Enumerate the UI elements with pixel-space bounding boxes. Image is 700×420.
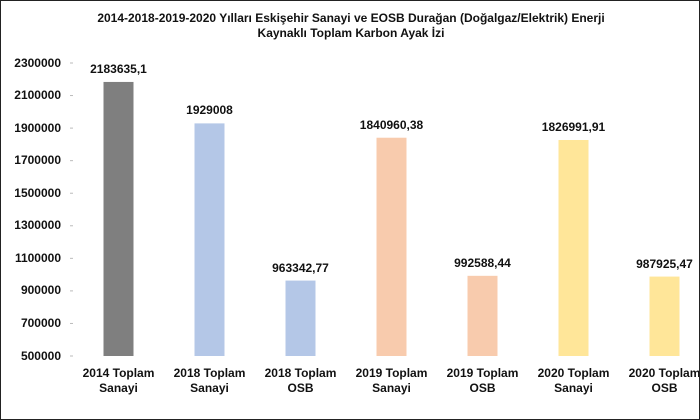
value-label: 987925,47	[636, 256, 693, 271]
x-tick-label: 2018 Toplam Sanayi	[173, 366, 246, 395]
y-tick-label: 1900000	[14, 120, 61, 135]
bar	[467, 275, 498, 356]
y-tick-label: 1100000	[14, 250, 61, 265]
bar	[103, 81, 134, 356]
value-label: 1826991,91	[541, 119, 606, 134]
value-label: 1929008	[186, 103, 233, 118]
y-tick-label: 1500000	[14, 185, 61, 200]
y-tick-label: 700000	[20, 315, 61, 330]
bar	[376, 137, 407, 356]
x-tick-label: 2019 Toplam OSB	[446, 366, 519, 395]
value-label: 1840960,38	[359, 117, 424, 132]
x-tick-label: 2014 Toplam Sanayi	[82, 366, 155, 395]
bar	[194, 123, 225, 356]
bar	[558, 139, 589, 356]
value-label: 2183635,1	[90, 61, 147, 76]
bar	[649, 276, 680, 356]
y-tick-label: 1300000	[14, 218, 61, 233]
bar	[285, 280, 316, 356]
y-tick-label: 500000	[20, 348, 61, 363]
y-tick-label: 900000	[20, 283, 61, 298]
x-tick-label: 2018 Toplam OSB	[264, 366, 337, 395]
y-tick-label: 2100000	[14, 88, 61, 103]
x-tick-label: 2020 Toplam OSB	[628, 366, 700, 395]
y-tick-label: 1700000	[14, 153, 61, 168]
y-tick-label: 2300000	[14, 55, 61, 70]
value-label: 963342,77	[272, 260, 329, 275]
x-tick-label: 2020 Toplam Sanayi	[537, 366, 610, 395]
x-tick-label: 2019 Toplam Sanayi	[355, 366, 428, 395]
value-label: 992588,44	[454, 255, 511, 270]
chart-title: 2014-2018-2019-2020 Yılları Eskişehir Sa…	[97, 11, 605, 40]
